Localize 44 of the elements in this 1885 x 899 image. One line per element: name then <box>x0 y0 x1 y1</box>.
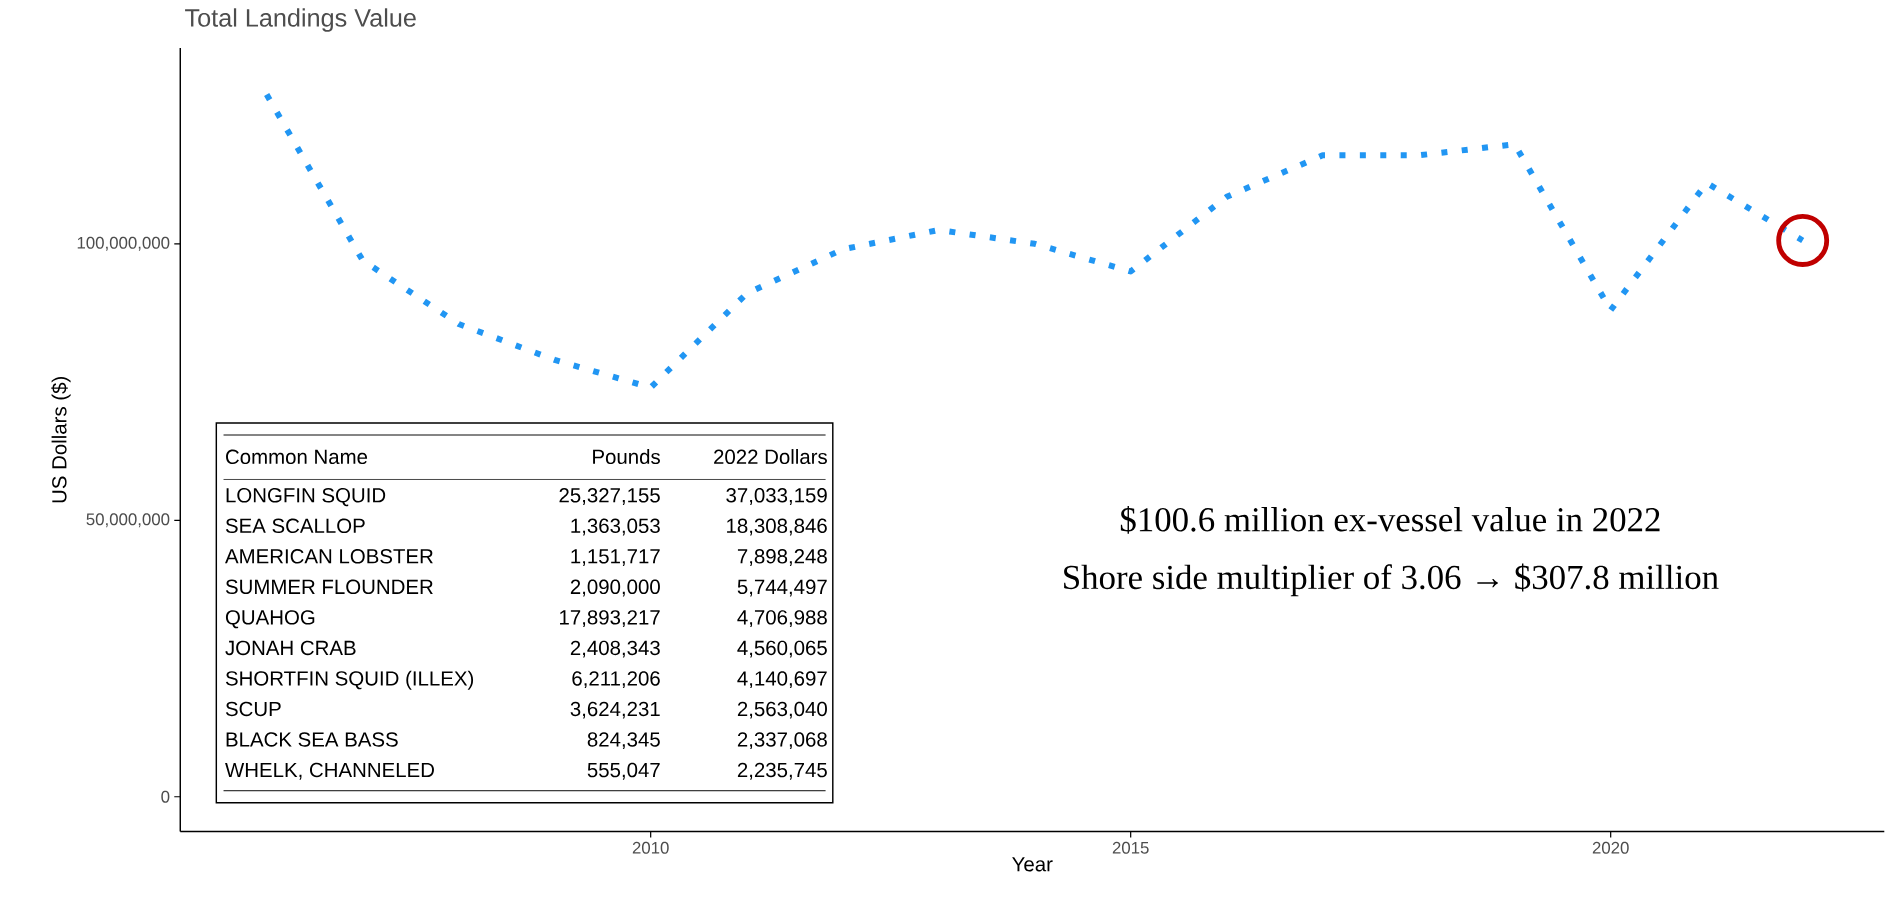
data-label: 2,563,040 <box>737 701 827 719</box>
chart-title: Total Landings Value <box>185 8 416 32</box>
data-label: 4,706,988 <box>737 610 827 628</box>
category-label: AMERICAN LOBSTER <box>225 549 433 564</box>
category-label: SCUP <box>225 701 281 717</box>
data-label: 17,893,217 <box>560 610 660 628</box>
data-label: 37,033,159 <box>726 488 827 505</box>
x-axis-title: Year <box>1012 857 1053 872</box>
data-label: 18,308,846 <box>727 518 827 536</box>
category-label: SUMMER FLOUNDER <box>225 579 433 595</box>
data-label: 2,337,068 <box>737 732 827 750</box>
data-label: 555,047 <box>587 762 660 780</box>
y-tick-label: 100,000,000 <box>77 236 170 251</box>
data-label: 824,345 <box>587 732 660 750</box>
data-label: 4,140,697 <box>737 671 827 689</box>
text: 2022 Dollars <box>714 449 827 465</box>
data-label: 25,327,155 <box>559 488 660 505</box>
category-label: QUAHOG <box>225 610 315 629</box>
category-label: BLACK SEA BASS <box>226 732 398 747</box>
category-label: LONGFIN SQUID <box>226 488 386 507</box>
category-label: SHORTFIN SQUID (ILLEX) <box>225 670 474 690</box>
data-label: 2,408,343 <box>570 640 660 658</box>
y-tick-label: 50,000,000 <box>86 513 170 528</box>
data-label: 1,151,717 <box>571 549 660 567</box>
data-label: 1,363,053 <box>571 518 660 536</box>
annotation: Shore side multiplier of 3.06 → $307.8 million <box>1064 563 1719 597</box>
text: Common Name <box>226 449 368 465</box>
data-label: 7,898,248 <box>737 549 827 567</box>
category-label: WHELK, CHANNELED <box>225 762 434 780</box>
data-label: 2,235,745 <box>737 762 827 780</box>
y-axis-title: US Dollars ($) <box>51 377 71 503</box>
data-label: 3,624,231 <box>570 701 660 719</box>
x-tick-label: 2020 <box>1592 841 1629 854</box>
category-label: JONAH CRAB <box>225 640 356 656</box>
annotation: $100.6 million ex-vessel value in 2022 <box>1120 505 1660 534</box>
x-tick-label: 2015 <box>1112 841 1149 854</box>
data-label: 2,090,000 <box>570 579 660 597</box>
data-label: 4,560,065 <box>737 640 827 658</box>
data-label: 6,211,206 <box>572 671 660 689</box>
category-label: SEA SCALLOP <box>225 518 365 534</box>
data-label: 5,744,497 <box>737 579 827 597</box>
y-tick-label: 0 <box>161 790 170 803</box>
text: Pounds <box>593 449 660 465</box>
x-tick-label: 2010 <box>632 841 669 854</box>
